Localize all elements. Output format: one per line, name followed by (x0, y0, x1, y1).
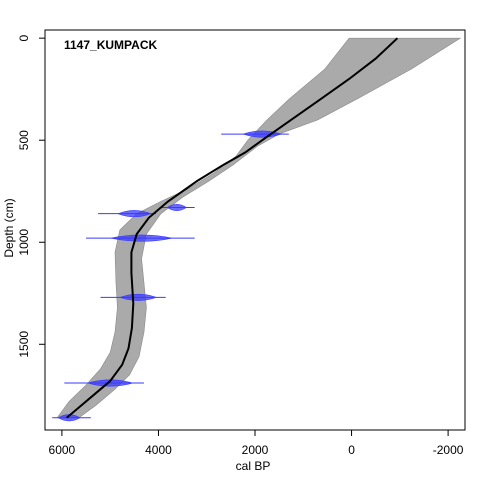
x-tick-label: 4000 (145, 443, 172, 457)
x-axis-title: cal BP (236, 459, 271, 473)
x-tick-label: 6000 (49, 443, 76, 457)
x-tick-label: 2000 (242, 443, 269, 457)
dated-sample-3 (98, 210, 157, 218)
x-tick-label: -2000 (433, 443, 464, 457)
date-distribution (166, 204, 187, 212)
date-distribution (111, 234, 173, 242)
dated-sample-2 (160, 204, 195, 212)
y-tick-label: 1000 (17, 229, 31, 256)
confidence-envelope (56, 37, 462, 419)
median-age-model (66, 37, 399, 419)
dated-sample-7 (52, 414, 91, 422)
date-distribution (57, 414, 81, 422)
date-distribution (117, 210, 152, 218)
y-axis-title: Depth (cm) (2, 198, 16, 257)
y-tick-label: 0 (17, 35, 31, 42)
y-axis: 0 500 1000 1500 (17, 35, 45, 358)
plot-title: 1147_KUMPACK (64, 38, 157, 52)
y-tick-label: 500 (17, 130, 31, 150)
y-tick-label: 1500 (17, 331, 31, 358)
x-axis: 6000 4000 2000 0 -2000 (49, 430, 464, 457)
date-distribution (119, 293, 158, 301)
x-tick-label: 0 (348, 443, 355, 457)
envelope-area (56, 37, 462, 419)
median-line (66, 37, 399, 419)
dated-samples (52, 130, 289, 422)
dated-sample-6 (64, 379, 144, 387)
date-distribution (86, 379, 134, 387)
dated-sample-4 (86, 234, 195, 242)
